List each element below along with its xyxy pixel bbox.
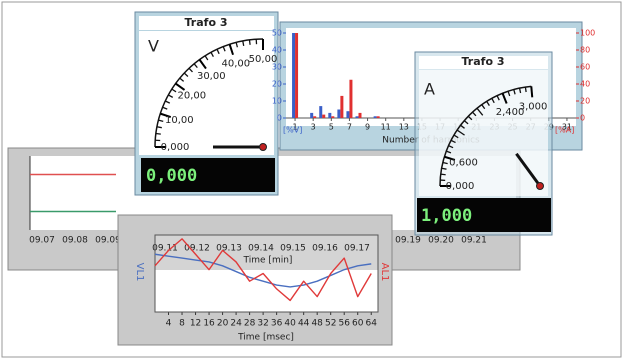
y2-tick-label: 80 xyxy=(580,46,590,55)
y-tick-label: 50 xyxy=(272,29,282,38)
y-tick-label: 30 xyxy=(272,63,282,72)
x-tick-label: 32 xyxy=(257,319,268,329)
gauge-face xyxy=(419,70,548,196)
screenshot: 09.07 09.08 09.09 09.19 09.20 09.21 Trafo 3 V 0… xyxy=(0,0,624,360)
top-x-label: 09.16 xyxy=(312,244,338,254)
top-x-label: 09.17 xyxy=(344,244,370,254)
gauge-label: 0,000 xyxy=(161,142,190,153)
gauge-label: 0,000 xyxy=(446,181,475,192)
x-tick-label: 40 xyxy=(284,319,296,329)
gauge-title: Trafo 3 xyxy=(462,55,505,68)
bar xyxy=(340,96,343,118)
x-tick-label: 09.21 xyxy=(461,236,487,246)
digital-readout: 1,000 xyxy=(421,206,472,226)
y2-tick-label: 60 xyxy=(580,63,590,72)
needle-pivot xyxy=(260,144,267,151)
x-tick-label: 64 xyxy=(366,319,378,329)
x-tick-label: 13 xyxy=(399,123,409,132)
x-axis-title: Time [msec] xyxy=(237,333,294,343)
gauge-minor-tick xyxy=(441,174,446,175)
x-tick-label: 7 xyxy=(347,123,352,132)
needle-pivot xyxy=(537,183,544,190)
x-tick-label: 09.09 xyxy=(95,236,121,246)
y-tick-label: 20 xyxy=(272,80,282,89)
bar xyxy=(337,110,340,119)
y-tick-label: 10 xyxy=(272,97,282,106)
x-tick-label: 09.20 xyxy=(428,236,454,246)
gauge-face xyxy=(139,31,274,155)
gauge-title: Trafo 3 xyxy=(185,16,228,29)
x-tick-label: 11 xyxy=(381,123,391,132)
x-tick-label: 12 xyxy=(190,319,201,329)
voltmeter-window: Trafo 3V0,00010,0020,0030,0040,0050,000,… xyxy=(135,12,278,195)
bar xyxy=(346,111,349,118)
gauge-minor-tick xyxy=(249,40,250,45)
bar xyxy=(374,116,377,118)
x-tick-label: 24 xyxy=(230,319,242,329)
x-tick-label: 36 xyxy=(271,319,283,329)
x-tick-label: 16 xyxy=(203,319,215,329)
x-tick-label: 52 xyxy=(325,319,336,329)
bar xyxy=(319,106,322,118)
bar xyxy=(328,113,331,118)
bar xyxy=(349,80,352,118)
gauge-label: 20,00 xyxy=(177,90,206,101)
y2-axis-title: AL1 xyxy=(379,263,390,282)
bar xyxy=(356,116,359,118)
x-tick-label: 5 xyxy=(329,123,334,132)
x-tick-label: 09.19 xyxy=(395,236,421,246)
gauge-minor-tick xyxy=(156,133,161,134)
y2-tick-label: 0 xyxy=(580,114,585,123)
y-tick-label: 40 xyxy=(272,46,282,55)
top-x-title: Time [min] xyxy=(243,256,293,266)
bar xyxy=(359,113,362,118)
x-tick-label: 44 xyxy=(298,319,310,329)
x-tick-label: 8 xyxy=(179,319,185,329)
x-tick-label: 09.07 xyxy=(29,236,55,246)
y-axis-title: [%V] xyxy=(283,126,302,135)
y2-tick-label: 40 xyxy=(580,80,590,89)
y2-tick-label: 100 xyxy=(580,29,595,38)
x-tick-label: 20 xyxy=(217,319,229,329)
gauge-minor-tick xyxy=(157,127,162,128)
y-tick-label: 0 xyxy=(277,114,282,123)
top-x-label: 09.13 xyxy=(216,244,242,254)
gauge-unit: A xyxy=(424,80,435,99)
bar xyxy=(331,116,334,118)
top-x-label: 09.14 xyxy=(248,244,274,254)
x-tick-label: 4 xyxy=(166,319,172,329)
x-tick-label: 9 xyxy=(365,123,370,132)
y2-tick-label: 20 xyxy=(580,97,590,106)
bar xyxy=(295,33,298,118)
waveform-window: 09.1109.1209.1309.1409.1509.1609.17Time … xyxy=(118,215,392,345)
x-tick-label: 3 xyxy=(311,123,316,132)
y-axis-title: VL1 xyxy=(134,263,145,282)
gauge-tick xyxy=(531,86,532,97)
bar xyxy=(377,116,380,118)
top-x-label: 09.15 xyxy=(280,244,306,254)
x-tick-label: 09.08 xyxy=(62,236,88,246)
gauge-label: 3,000 xyxy=(519,101,548,112)
x-tick-label: 60 xyxy=(352,319,364,329)
gauge-label: 30,00 xyxy=(197,71,226,82)
gauge-unit: V xyxy=(148,37,159,56)
x-tick-label: 48 xyxy=(311,319,323,329)
bar xyxy=(292,33,295,118)
bar xyxy=(322,115,325,118)
gauge-label: 0,600 xyxy=(449,158,478,169)
gauge-minor-tick xyxy=(525,87,526,92)
digital-readout: 0,000 xyxy=(146,166,197,186)
gauge-minor-tick xyxy=(442,168,447,169)
gauge-label: 40,00 xyxy=(221,58,250,69)
gauge-label: 10,00 xyxy=(165,115,194,126)
gauge-minor-tick xyxy=(243,41,244,46)
x-tick-label: 56 xyxy=(338,319,350,329)
x-tick-label: 28 xyxy=(244,319,256,329)
bar xyxy=(313,116,316,118)
bar xyxy=(310,113,313,118)
y2-axis-title: [%A] xyxy=(555,126,574,135)
